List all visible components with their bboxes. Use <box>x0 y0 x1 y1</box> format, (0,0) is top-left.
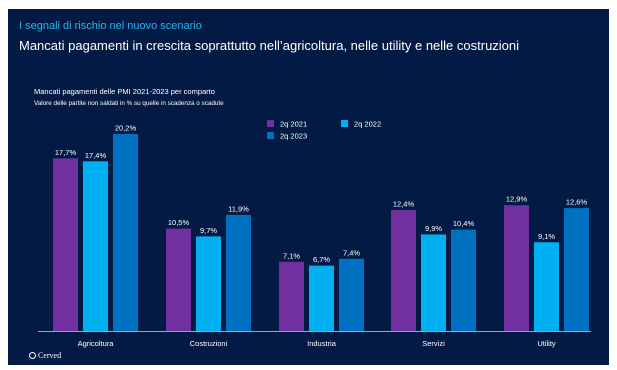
category-tick-label: Agricoltura <box>78 339 115 348</box>
legend-label: 2q 2021 <box>280 120 307 129</box>
bar <box>279 261 304 331</box>
bar-value-label: 12,9% <box>506 195 528 204</box>
chart-subtitle: Valore delle partite non saldati in % su… <box>34 100 224 107</box>
bar <box>391 210 416 331</box>
bar-value-label: 12,4% <box>393 200 415 209</box>
category-tick-label: Industria <box>307 339 337 348</box>
category-tick-label: Costruzioni <box>190 339 228 348</box>
bar <box>534 242 559 331</box>
category-tick-label: Servizi <box>422 339 445 348</box>
legend-label: 2q 2023 <box>280 132 307 141</box>
bar-value-label: 11,9% <box>228 204 249 213</box>
bar-value-label: 17,4% <box>85 151 107 160</box>
bar <box>504 205 529 331</box>
bar <box>339 258 364 331</box>
bar-value-label: 6,7% <box>313 255 330 264</box>
bar <box>166 228 191 331</box>
bar-value-label: 9,7% <box>200 226 217 235</box>
bar <box>83 161 108 331</box>
legend-swatch <box>267 132 274 139</box>
bar-value-label: 10,4% <box>453 219 475 228</box>
bar-value-label: 9,9% <box>425 224 442 233</box>
bar-value-label: 9,1% <box>538 232 555 241</box>
bar-chart: 17,7% 17,4% 20,2% Agricoltura 10,5% 9,7% 11,9%… <box>38 120 591 348</box>
bar <box>564 208 589 331</box>
legend-swatch <box>267 120 274 127</box>
bar <box>196 236 221 331</box>
bar <box>226 214 251 331</box>
bar-value-label: 7,4% <box>343 248 360 257</box>
chart-title: Mancati pagamenti delle PMI 2021-2023 pe… <box>34 87 215 96</box>
section-kicker: I segnali di rischio nel nuovo scenario <box>19 20 202 32</box>
legend-swatch <box>341 120 348 127</box>
bar <box>421 234 446 331</box>
bar-value-label: 10,5% <box>168 218 190 227</box>
cerved-logo: Cerved <box>29 351 61 360</box>
cerved-logo-text: Cerved <box>38 351 62 360</box>
slide-title: Mancati pagamenti in crescita soprattutt… <box>19 38 520 53</box>
cerved-logo-icon <box>29 352 36 359</box>
bar-value-label: 20,2% <box>115 124 137 133</box>
bar <box>451 229 476 331</box>
bar <box>309 265 334 331</box>
bar <box>113 134 138 331</box>
legend-label: 2q 2022 <box>354 120 381 129</box>
slide: I segnali di rischio nel nuovo scenario … <box>8 9 609 365</box>
bar-value-label: 7,1% <box>283 251 300 260</box>
bar-value-label: 17,7% <box>55 148 77 157</box>
category-tick-label: Utility <box>537 339 556 348</box>
bar <box>53 158 78 331</box>
bar-value-label: 12,6% <box>566 198 588 207</box>
